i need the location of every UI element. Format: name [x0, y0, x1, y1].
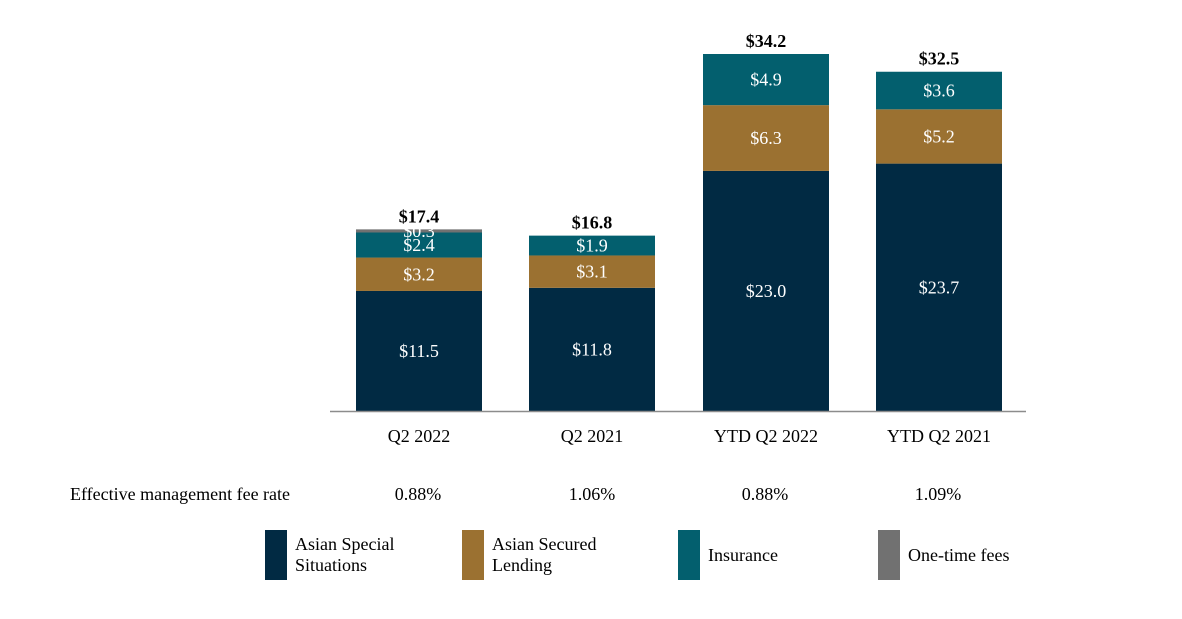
legend-swatch-asian-special-situations	[265, 530, 287, 580]
segment-label-insurance-ytd-q2-2022: $4.9	[750, 70, 782, 90]
category-label-ytd-q2-2022: YTD Q2 2022	[714, 426, 818, 446]
legend-label: Insurance	[708, 544, 778, 565]
bar-segment-insurance-q2-2021	[529, 235, 655, 256]
category-label-q2-2021: Q2 2021	[561, 426, 624, 446]
legend-item-asian-secured-lending: Asian Secured Lending	[462, 530, 622, 580]
legend-label: Asian Special Situations	[295, 534, 395, 575]
segment-label-asian-special-situations-q2-2022: $11.5	[399, 341, 439, 361]
fee-rate-ytd-q2-2021: 1.09%	[914, 484, 962, 504]
legend-item-one-time-fees: One-time fees	[878, 530, 1038, 580]
bar-segment-insurance-ytd-q2-2022	[703, 54, 829, 106]
fee-rate-ytd-q2-2022: 0.88%	[741, 484, 789, 504]
fee-rate-q2-2022: 0.88%	[394, 484, 442, 504]
segment-label-one-time-fees-q2-2022: $0.3	[403, 221, 435, 241]
segment-label-asian-special-situations-ytd-q2-2022: $23.0	[746, 281, 787, 301]
category-label-q2-2022: Q2 2022	[388, 426, 451, 446]
category-label-ytd-q2-2021: YTD Q2 2021	[887, 426, 991, 446]
total-label-ytd-q2-2021: $32.5	[919, 49, 960, 69]
bar-segment-asian-special-situations-q2-2021	[529, 287, 655, 411]
legend: Asian Special Situations Asian Secured L…	[0, 530, 1182, 590]
fee-rate-title: Effective management fee rate	[70, 484, 291, 504]
total-label-q2-2022: $17.4	[399, 206, 440, 226]
segment-label-asian-special-situations-ytd-q2-2021: $23.7	[919, 277, 960, 297]
total-label-ytd-q2-2022: $34.2	[746, 31, 787, 51]
segment-label-asian-secured-lending-q2-2022: $3.2	[403, 264, 435, 284]
legend-item-asian-special-situations: Asian Special Situations	[265, 530, 425, 580]
legend-label: Asian Secured Lending	[492, 534, 597, 575]
segment-label-asian-special-situations-q2-2021: $11.8	[572, 339, 612, 359]
stacked-bar-chart: $11.5 $3.2 $2.4$0.3$17.4 Q2 2022 $11.8 $3.1 $1…	[330, 31, 1026, 446]
bar-segment-asian-secured-lending-q2-2022	[356, 257, 482, 291]
legend-item-insurance: Insurance	[678, 530, 838, 580]
segment-label-asian-secured-lending-q2-2021: $3.1	[576, 262, 608, 282]
segment-label-insurance-ytd-q2-2021: $3.6	[923, 81, 955, 101]
legend-swatch-insurance	[678, 530, 700, 580]
fee-rate-q2-2021: 1.06%	[568, 484, 616, 504]
legend-label: One-time fees	[908, 544, 1010, 565]
bar-segment-asian-special-situations-ytd-q2-2022	[703, 170, 829, 411]
bar-segment-asian-special-situations-q2-2022	[356, 290, 482, 411]
bar-segment-asian-secured-lending-ytd-q2-2022	[703, 105, 829, 171]
bar-segment-insurance-q2-2022	[356, 232, 482, 258]
legend-swatch-asian-secured-lending	[462, 530, 484, 580]
bar-segment-one-time-fees-q2-2022	[356, 229, 482, 233]
legend-swatch-one-time-fees	[878, 530, 900, 580]
bar-segment-asian-special-situations-ytd-q2-2021	[876, 163, 1002, 411]
segment-label-insurance-q2-2021: $1.9	[576, 236, 608, 256]
total-label-q2-2021: $16.8	[572, 213, 613, 233]
segment-label-asian-secured-lending-ytd-q2-2022: $6.3	[750, 128, 782, 148]
segment-label-insurance-q2-2022: $2.4	[403, 235, 435, 255]
bar-segment-asian-secured-lending-ytd-q2-2021	[876, 109, 1002, 164]
segment-label-asian-secured-lending-ytd-q2-2021: $5.2	[923, 126, 955, 146]
bar-segment-insurance-ytd-q2-2021	[876, 71, 1002, 110]
bar-segment-asian-secured-lending-q2-2021	[529, 255, 655, 288]
